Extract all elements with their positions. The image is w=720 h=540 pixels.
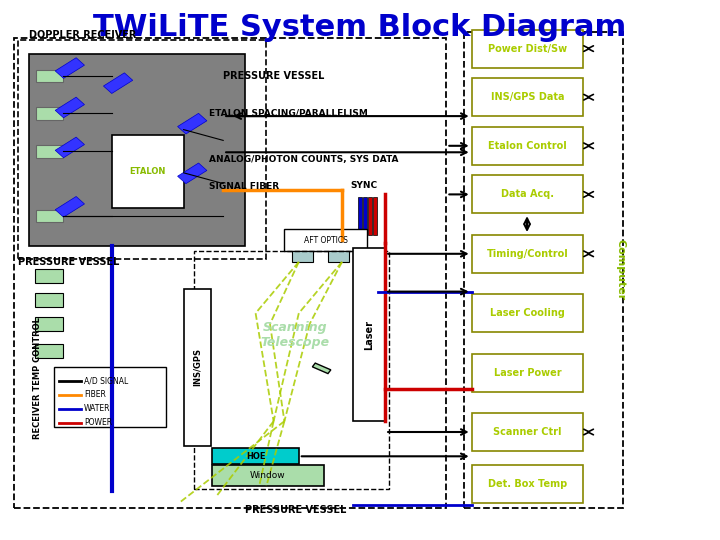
Text: Computer: Computer <box>616 239 626 301</box>
Bar <box>36 107 63 120</box>
Bar <box>358 197 362 235</box>
Bar <box>472 30 583 68</box>
Text: WATER: WATER <box>84 404 111 413</box>
Text: INS/GPS: INS/GPS <box>193 348 202 386</box>
Text: ANALOG/PHOTON COUNTS, SYS DATA: ANALOG/PHOTON COUNTS, SYS DATA <box>209 155 398 164</box>
Text: Window: Window <box>250 471 286 480</box>
Bar <box>184 289 211 446</box>
Text: Scanning
Telescope: Scanning Telescope <box>261 321 330 349</box>
Bar <box>178 113 207 134</box>
Text: Laser Cooling: Laser Cooling <box>490 308 564 318</box>
Text: SYNC: SYNC <box>350 181 377 190</box>
Text: Laser Power: Laser Power <box>494 368 561 377</box>
Bar <box>194 251 389 489</box>
Bar <box>212 465 324 486</box>
Text: PRESSURE VESSEL: PRESSURE VESSEL <box>245 505 346 515</box>
Bar <box>36 70 63 82</box>
Bar <box>464 32 623 508</box>
Bar <box>36 145 63 158</box>
Text: ETALON: ETALON <box>130 167 166 176</box>
Bar <box>284 230 367 251</box>
Text: ETALON SPACING/PARALLELISM: ETALON SPACING/PARALLELISM <box>209 109 368 118</box>
Bar <box>178 163 207 184</box>
Bar <box>55 97 84 118</box>
Text: Laser: Laser <box>364 320 374 350</box>
Bar <box>472 78 583 116</box>
Text: PRESSURE VESSEL: PRESSURE VESSEL <box>18 257 120 267</box>
Text: DOPPLER RECEIVER: DOPPLER RECEIVER <box>29 30 136 40</box>
Text: Scanner Ctrl: Scanner Ctrl <box>493 427 562 437</box>
Bar <box>368 197 372 235</box>
Text: Etalon Control: Etalon Control <box>488 141 567 151</box>
Bar <box>292 251 313 262</box>
Bar <box>104 73 132 93</box>
Bar <box>312 363 330 374</box>
Bar <box>54 367 166 427</box>
Text: FIBER: FIBER <box>84 390 106 399</box>
Bar <box>363 197 367 235</box>
Bar <box>472 294 583 332</box>
Bar <box>472 413 583 451</box>
Bar <box>328 251 349 262</box>
Bar <box>35 293 63 307</box>
Bar <box>29 54 245 246</box>
Text: Det. Box Temp: Det. Box Temp <box>487 480 567 489</box>
Bar <box>35 318 63 331</box>
Text: A/D SIGNAL: A/D SIGNAL <box>84 376 128 385</box>
Bar <box>472 176 583 213</box>
Bar <box>472 127 583 165</box>
Bar <box>472 354 583 391</box>
Text: HOE: HOE <box>246 452 266 461</box>
Bar <box>18 40 266 259</box>
Bar <box>212 448 299 464</box>
Text: RECEIVER TEMP CONTROL: RECEIVER TEMP CONTROL <box>33 317 42 439</box>
Bar <box>55 137 84 158</box>
Bar <box>55 58 84 78</box>
Text: Data Acq.: Data Acq. <box>501 190 554 199</box>
Bar <box>35 269 63 283</box>
Text: Timing/Control: Timing/Control <box>487 249 568 259</box>
Bar <box>36 210 63 222</box>
Text: Power Dist/Sw: Power Dist/Sw <box>488 44 567 53</box>
Text: AFT OPTICS: AFT OPTICS <box>304 236 348 245</box>
Bar <box>14 38 446 508</box>
Bar <box>55 197 84 217</box>
Text: POWER: POWER <box>84 418 112 427</box>
Text: INS/GPS Data: INS/GPS Data <box>490 92 564 102</box>
Bar <box>472 465 583 503</box>
Text: PRESSURE VESSEL: PRESSURE VESSEL <box>223 71 324 80</box>
Bar <box>353 248 385 421</box>
Bar <box>112 135 184 208</box>
Bar <box>472 235 583 273</box>
Bar <box>35 345 63 358</box>
Bar <box>373 197 377 235</box>
Text: TWiLiTE System Block Diagram: TWiLiTE System Block Diagram <box>94 12 626 42</box>
Text: SIGNAL FIBER: SIGNAL FIBER <box>209 182 279 191</box>
